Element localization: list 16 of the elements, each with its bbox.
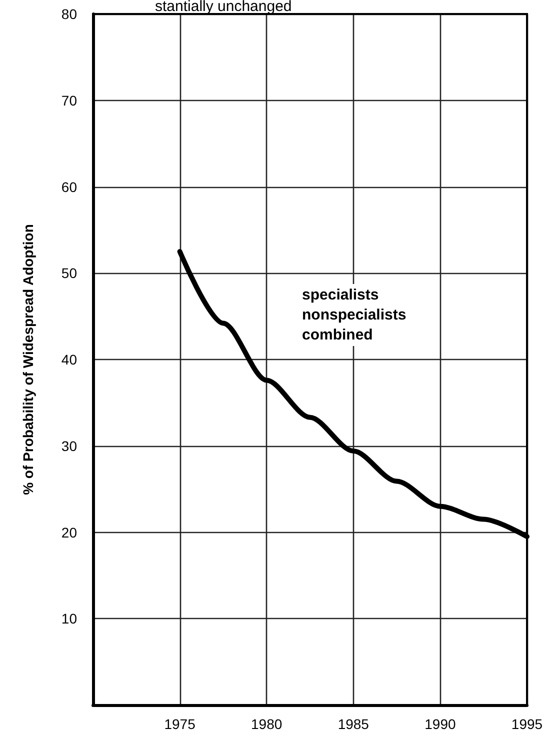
x-tick-label: 1975 (164, 716, 196, 732)
y-tick-label: 80 (61, 6, 78, 22)
x-tick-label: 1985 (338, 716, 370, 732)
chart-title: stantially unchanged (155, 0, 292, 15)
annotation: specialists nonspecialists combined (302, 286, 406, 344)
y-tick-label: 20 (61, 524, 78, 540)
x-tick-label: 1980 (251, 716, 282, 732)
y-tick-label: 60 (61, 178, 78, 195)
y-tick-label: 30 (61, 438, 78, 454)
y-tick-label: 70 (61, 92, 78, 108)
y-tick-label: 50 (61, 265, 78, 282)
x-tick-label: 1995 (511, 716, 543, 732)
y-tick-label: 10 (61, 610, 78, 627)
y-tick-label: 40 (61, 352, 78, 368)
y-axis-title: % of Probability of Widespread Adoption (20, 224, 36, 495)
x-tick-label: 1990 (424, 716, 456, 732)
